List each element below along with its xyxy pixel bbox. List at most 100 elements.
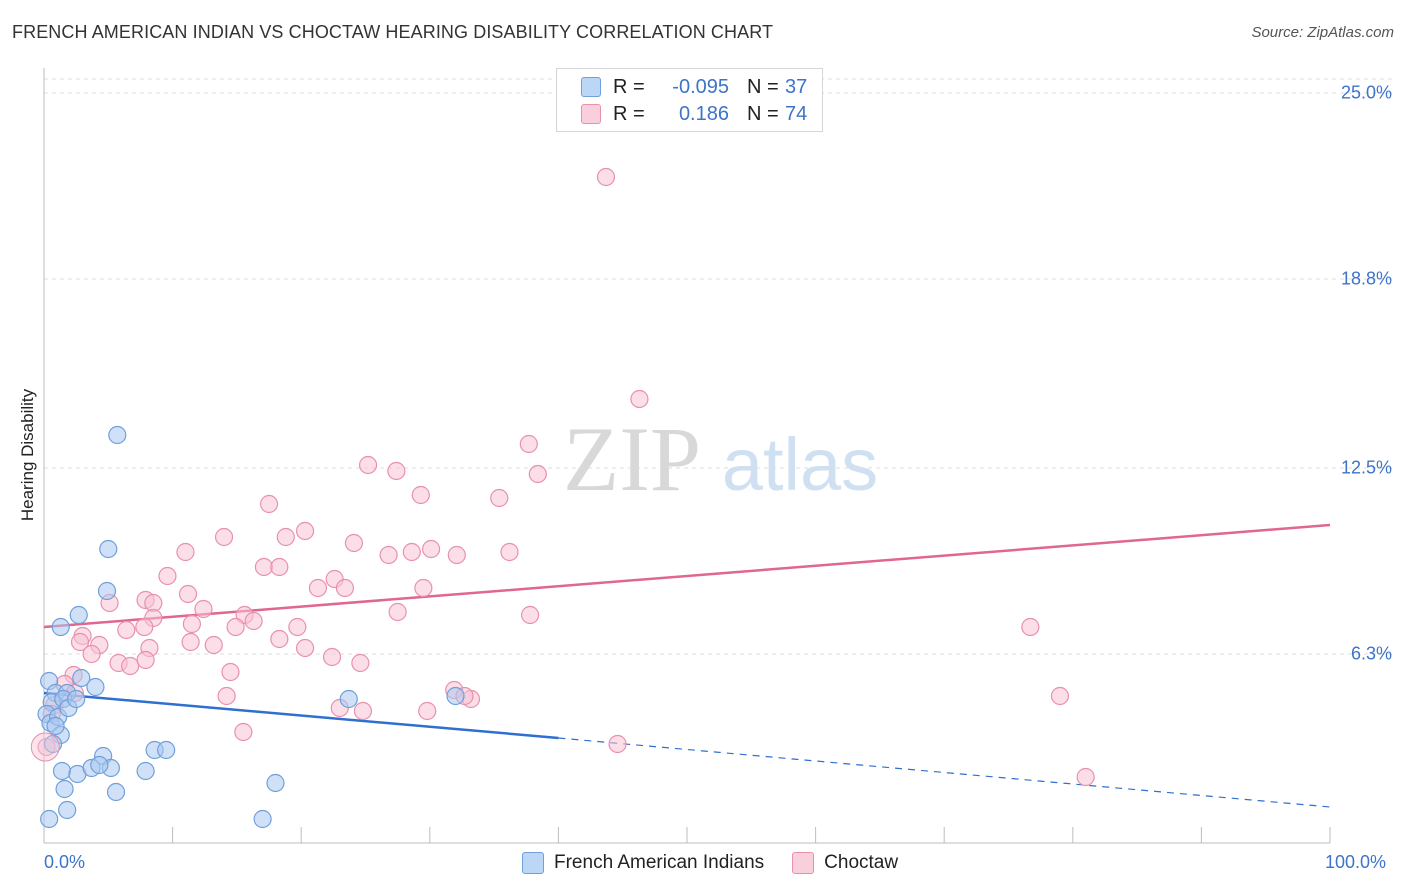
point-french-american-indian (446, 686, 465, 706)
legend-label-blue: French American Indians (554, 852, 765, 873)
y-tick-label: 6.3% (1350, 643, 1392, 664)
point-french-american-indian (86, 677, 105, 697)
point-choctaw (276, 527, 295, 547)
point-choctaw (135, 617, 154, 637)
point-french-american-indian (46, 716, 65, 736)
point-choctaw (521, 605, 540, 625)
point-choctaw (447, 545, 466, 565)
point-choctaw (121, 656, 140, 676)
point-choctaw (379, 545, 398, 565)
legend-row-pink: R = 0.186 N = 74 (581, 101, 807, 127)
legend-r-value: 0.186 (678, 102, 729, 125)
legend-swatch-blue (522, 852, 544, 874)
trend-line-choctaw (43, 523, 1331, 629)
point-choctaw (234, 722, 253, 742)
point-choctaw (136, 650, 155, 670)
point-french-american-indian (99, 539, 118, 559)
point-choctaw (322, 647, 342, 667)
legend-row-blue: R = -0.095 N = 37 (581, 74, 807, 100)
y-tick-label: 18.8% (1340, 268, 1392, 289)
point-choctaw (214, 527, 234, 547)
point-choctaw (176, 542, 195, 562)
point-choctaw (217, 686, 236, 706)
legend-n-value: 37 (785, 75, 808, 98)
point-choctaw (270, 557, 289, 577)
legend-swatch-pink (792, 852, 815, 874)
source-credit: Source: ZipAtlas.com (1251, 24, 1394, 41)
trend-lines (43, 523, 1331, 808)
point-choctaw (295, 638, 315, 658)
legend-item-french-american-indians: French American Indians (522, 852, 764, 874)
point-french-american-indian (40, 809, 59, 829)
point-choctaw (70, 632, 90, 652)
legend-swatch-blue (581, 77, 601, 97)
point-choctaw (182, 614, 201, 634)
point-choctaw (259, 494, 279, 514)
point-choctaw (288, 617, 307, 637)
point-choctaw (254, 557, 274, 577)
zipatlas-watermark: ZIP atlas (563, 408, 878, 510)
data-points (30, 167, 1095, 829)
point-choctaw (158, 566, 177, 586)
point-choctaw (387, 461, 406, 481)
trend-line-french-american-indians-extrapolated (558, 737, 1331, 808)
point-french-american-indian (108, 425, 127, 445)
point-choctaw (270, 629, 289, 649)
point-choctaw (418, 701, 437, 721)
legend-label-pink: Choctaw (824, 852, 899, 873)
point-choctaw (528, 464, 547, 484)
point-choctaw (519, 434, 538, 454)
point-french-american-indian (72, 668, 91, 688)
point-choctaw (204, 635, 223, 655)
point-choctaw (358, 455, 378, 475)
point-choctaw (244, 611, 263, 631)
point-choctaw (351, 653, 370, 673)
point-french-american-indian (266, 773, 285, 793)
point-choctaw (1076, 767, 1095, 787)
grid-lines (44, 78, 1392, 655)
point-choctaw-large (30, 732, 60, 762)
point-french-american-indian (58, 800, 77, 820)
point-choctaw (117, 620, 136, 640)
legend-r-label: R = (613, 75, 645, 98)
point-french-american-indian (106, 782, 126, 802)
point-choctaw (402, 542, 421, 562)
point-french-american-indian (157, 740, 176, 760)
legend-r-label: R = (613, 102, 645, 125)
y-tick-label: 12.5% (1340, 457, 1392, 478)
legend-swatch-pink (581, 104, 601, 124)
watermark-zip: ZIP (563, 408, 701, 510)
x-tick-label-min: 0.0% (44, 852, 86, 872)
point-choctaw (178, 584, 198, 604)
correlation-legend: R = -0.095 N = 37 R = 0.186 N = 74 (556, 68, 823, 132)
point-french-american-indian (52, 761, 72, 781)
x-tick-label-max: 100.0% (1325, 852, 1387, 872)
point-choctaw (82, 644, 101, 664)
point-choctaw (608, 734, 627, 754)
point-choctaw (308, 578, 328, 598)
point-french-american-indian (97, 581, 117, 601)
trend-line-french-american-indians (43, 691, 559, 740)
point-french-american-indian (90, 755, 109, 775)
legend-n-label: N = (747, 75, 779, 98)
point-choctaw (344, 533, 364, 553)
point-choctaw (194, 599, 213, 619)
point-choctaw (596, 167, 616, 187)
legend-r-value: -0.095 (672, 75, 729, 98)
y-tick-label: 25.0% (1340, 82, 1392, 103)
point-choctaw (221, 662, 240, 682)
point-french-american-indian (136, 761, 155, 781)
point-french-american-indian (69, 605, 88, 625)
point-french-american-indian (51, 617, 70, 637)
series-legend: French American Indians Choctaw (522, 852, 926, 874)
point-choctaw (1050, 686, 1070, 706)
point-choctaw (388, 602, 407, 622)
point-choctaw (500, 542, 519, 562)
watermark-atlas: atlas (722, 423, 878, 506)
point-choctaw (295, 521, 315, 541)
point-french-american-indian (253, 809, 272, 829)
legend-n-value: 74 (785, 102, 808, 125)
point-choctaw (1021, 617, 1040, 637)
legend-item-choctaw: Choctaw (792, 852, 898, 874)
